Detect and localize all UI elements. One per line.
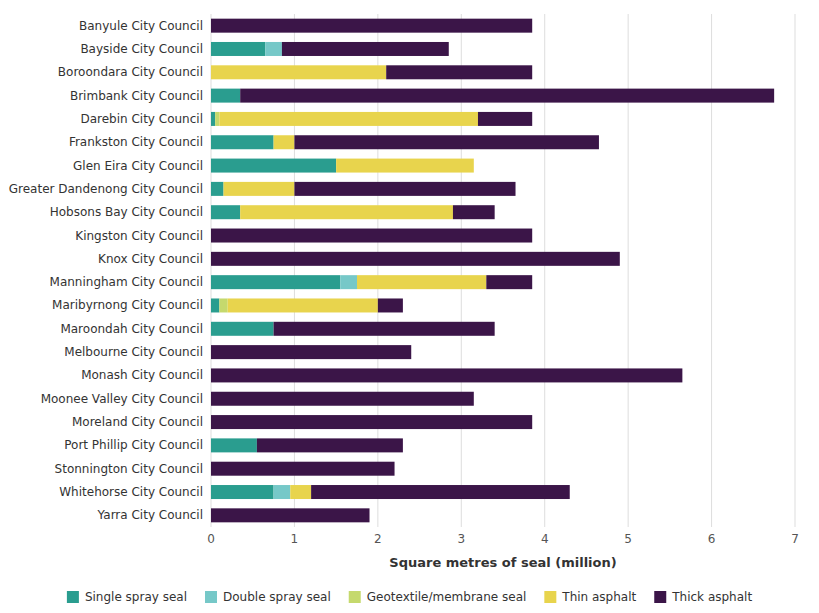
- bar-segment: [294, 182, 515, 196]
- legend-label: Double spray seal: [223, 590, 331, 604]
- bar-segment: [211, 438, 257, 452]
- grid-line: [795, 14, 796, 527]
- x-axis-label: Square metres of seal (million): [389, 555, 616, 570]
- chart: 0 1 2 3 4 5 6 7 Square metres of seal (million) B…: [0, 0, 819, 613]
- bar-segment: [211, 252, 620, 266]
- bar-segment: [282, 42, 449, 56]
- grid: [211, 14, 795, 527]
- x-tick-label: 1: [291, 532, 299, 546]
- bar-segment: [257, 438, 403, 452]
- y-tick-label: Banyule City Council: [79, 19, 203, 33]
- bar-segment: [211, 392, 474, 406]
- bar-segment: [211, 415, 532, 429]
- bar-segment: [357, 275, 486, 289]
- bar-segment: [240, 89, 774, 103]
- y-tick-label: Glen Eira City Council: [73, 159, 203, 173]
- y-tick-label: Moonee Valley City Council: [41, 392, 203, 406]
- y-tick-label: Manningham City Council: [50, 275, 203, 289]
- y-tick-label: Moreland City Council: [72, 415, 203, 429]
- legend-label: Thick asphalt: [671, 590, 752, 604]
- bar-segment: [215, 112, 219, 126]
- y-tick-label: Maribyrnong City Council: [52, 298, 203, 312]
- bar-segment: [211, 275, 340, 289]
- bar-segment: [453, 205, 495, 219]
- bars: [211, 19, 774, 523]
- bar-segment: [274, 485, 291, 499]
- bar-segment: [211, 65, 386, 79]
- bar-segment: [211, 182, 224, 196]
- y-tick-label: Maroondah City Council: [60, 322, 203, 336]
- bar-segment: [211, 298, 219, 312]
- y-tick-label: Bayside City Council: [80, 42, 203, 56]
- bar-segment: [274, 135, 295, 149]
- y-tick-label: Boroondara City Council: [58, 65, 203, 79]
- y-tick-label: Monash City Council: [81, 368, 203, 382]
- y-tick-label: Hobsons Bay City Council: [50, 205, 203, 219]
- y-tick-label: Whitehorse City Council: [59, 485, 203, 499]
- bar-segment: [211, 368, 682, 382]
- x-tick-label: 4: [541, 532, 549, 546]
- legend-swatch: [67, 591, 79, 603]
- bar-segment: [386, 65, 532, 79]
- x-axis: 0 1 2 3 4 5 6 7: [207, 532, 799, 546]
- bar-segment: [211, 485, 274, 499]
- legend-swatch: [349, 591, 361, 603]
- bar-segment: [265, 42, 282, 56]
- bar-segment: [211, 89, 240, 103]
- legend-swatch: [654, 591, 666, 603]
- x-tick-label: 5: [624, 532, 632, 546]
- bar-segment: [211, 345, 411, 359]
- bar-segment: [219, 298, 227, 312]
- y-tick-label: Frankston City Council: [69, 135, 203, 149]
- legend-label: Thin asphalt: [561, 590, 636, 604]
- bar-segment: [211, 205, 240, 219]
- y-tick-label: Greater Dandenong City Council: [9, 182, 203, 196]
- legend: Single spray seal Double spray seal Geotex…: [67, 590, 753, 604]
- y-tick-label: Yarra City Council: [97, 508, 203, 522]
- y-axis: Banyule City Council Bayside City Council…: [9, 19, 203, 523]
- bar-segment: [290, 485, 311, 499]
- bar-segment: [211, 229, 532, 243]
- bar-segment: [211, 322, 274, 336]
- bar-segment: [211, 112, 215, 126]
- bar-segment: [311, 485, 570, 499]
- bar-segment: [224, 182, 295, 196]
- legend-label: Geotextile/membrane seal: [367, 590, 527, 604]
- y-tick-label: Port Phillip City Council: [64, 438, 203, 452]
- bar-segment: [378, 298, 403, 312]
- bar-segment: [211, 19, 532, 33]
- bar-segment: [478, 112, 532, 126]
- y-tick-label: Kingston City Council: [75, 229, 203, 243]
- x-tick-label: 0: [207, 532, 215, 546]
- bar-segment: [211, 159, 336, 173]
- bar-segment: [211, 508, 370, 522]
- y-tick-label: Darebin City Council: [80, 112, 203, 126]
- legend-swatch: [544, 591, 556, 603]
- bar-segment: [336, 159, 474, 173]
- bar-segment: [486, 275, 532, 289]
- legend-label: Single spray seal: [85, 590, 187, 604]
- bar-segment: [274, 322, 495, 336]
- bar-segment: [211, 42, 265, 56]
- x-tick-label: 7: [791, 532, 799, 546]
- bar-segment: [240, 205, 453, 219]
- x-tick-label: 2: [374, 532, 382, 546]
- y-tick-label: Stonnington City Council: [55, 462, 203, 476]
- bar-segment: [211, 135, 274, 149]
- y-tick-label: Knox City Council: [98, 252, 203, 266]
- legend-swatch: [205, 591, 217, 603]
- y-tick-label: Brimbank City Council: [70, 89, 203, 103]
- bar-segment: [340, 275, 357, 289]
- bar-segment: [211, 462, 395, 476]
- y-tick-label: Melbourne City Council: [64, 345, 203, 359]
- bar-segment: [219, 112, 478, 126]
- x-tick-label: 3: [457, 532, 465, 546]
- bar-segment: [228, 298, 378, 312]
- bar-segment: [294, 135, 599, 149]
- x-tick-label: 6: [708, 532, 716, 546]
- bar-segment: [473, 159, 474, 173]
